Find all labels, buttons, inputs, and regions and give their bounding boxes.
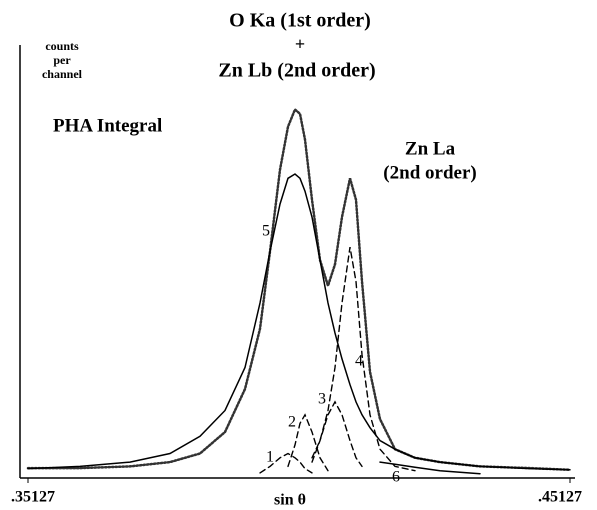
x-label: sin θ: [274, 492, 306, 509]
y-label: channel: [42, 67, 83, 81]
annotation: PHA Integral: [53, 115, 162, 136]
series-label: 2: [288, 414, 296, 431]
series-label: 5: [262, 223, 270, 240]
x-tick-label: .35127: [11, 489, 55, 506]
annotation: Zn La: [405, 138, 456, 159]
series-line: [287, 413, 329, 472]
series-label: 3: [318, 391, 326, 408]
series-line: [311, 246, 416, 472]
annotation: (2nd order): [383, 162, 476, 183]
series-label: 4: [355, 353, 363, 370]
series-line: [27, 173, 571, 471]
y-label: counts: [45, 39, 79, 53]
series-label: 1: [266, 449, 274, 466]
series-label: 6: [392, 469, 400, 486]
series-line: [379, 461, 481, 475]
series-line: [259, 452, 313, 474]
title-line: +: [295, 34, 305, 54]
x-tick-label: .45127: [538, 489, 582, 506]
series-line: [311, 400, 363, 468]
title-line: O Ka (1st order): [229, 10, 371, 32]
series-line: [26, 107, 572, 472]
title-line: Zn Lb (2nd order): [218, 60, 375, 82]
y-label: per: [53, 53, 71, 67]
